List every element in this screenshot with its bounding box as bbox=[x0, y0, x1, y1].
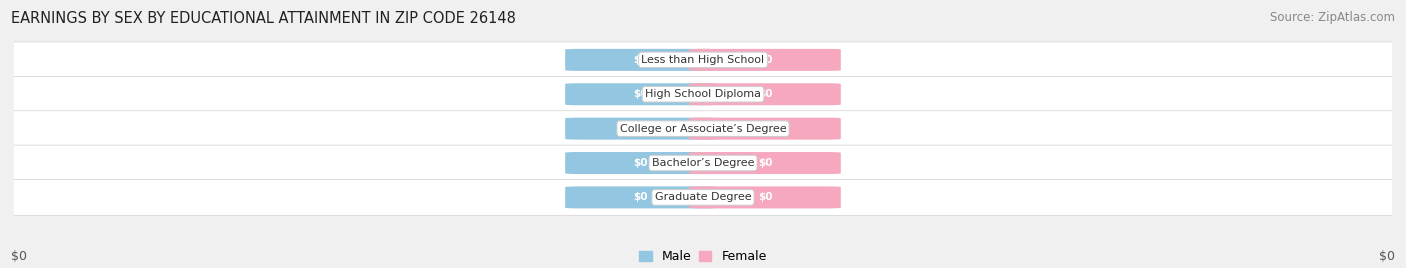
FancyBboxPatch shape bbox=[565, 187, 717, 209]
Text: $0: $0 bbox=[634, 89, 648, 99]
FancyBboxPatch shape bbox=[689, 118, 841, 140]
FancyBboxPatch shape bbox=[565, 49, 717, 71]
FancyBboxPatch shape bbox=[689, 83, 841, 105]
Text: $0: $0 bbox=[758, 192, 772, 202]
Text: $0: $0 bbox=[634, 158, 648, 168]
Legend: Male, Female: Male, Female bbox=[634, 245, 772, 268]
FancyBboxPatch shape bbox=[0, 76, 1406, 112]
FancyBboxPatch shape bbox=[0, 111, 1406, 147]
Text: Less than High School: Less than High School bbox=[641, 55, 765, 65]
FancyBboxPatch shape bbox=[0, 145, 1406, 181]
FancyBboxPatch shape bbox=[689, 187, 841, 209]
Text: $0: $0 bbox=[1379, 250, 1395, 263]
Text: EARNINGS BY SEX BY EDUCATIONAL ATTAINMENT IN ZIP CODE 26148: EARNINGS BY SEX BY EDUCATIONAL ATTAINMEN… bbox=[11, 11, 516, 26]
FancyBboxPatch shape bbox=[565, 152, 717, 174]
Text: High School Diploma: High School Diploma bbox=[645, 89, 761, 99]
FancyBboxPatch shape bbox=[565, 83, 717, 105]
Text: $0: $0 bbox=[758, 158, 772, 168]
Text: $0: $0 bbox=[758, 89, 772, 99]
Text: $0: $0 bbox=[634, 192, 648, 202]
Text: $0: $0 bbox=[11, 250, 27, 263]
Text: $0: $0 bbox=[634, 124, 648, 134]
FancyBboxPatch shape bbox=[0, 180, 1406, 215]
FancyBboxPatch shape bbox=[565, 118, 717, 140]
Text: Graduate Degree: Graduate Degree bbox=[655, 192, 751, 202]
Text: $0: $0 bbox=[634, 55, 648, 65]
Text: Bachelor’s Degree: Bachelor’s Degree bbox=[652, 158, 754, 168]
Text: $0: $0 bbox=[758, 55, 772, 65]
Text: $0: $0 bbox=[758, 124, 772, 134]
FancyBboxPatch shape bbox=[689, 49, 841, 71]
Text: Source: ZipAtlas.com: Source: ZipAtlas.com bbox=[1270, 11, 1395, 24]
FancyBboxPatch shape bbox=[689, 152, 841, 174]
FancyBboxPatch shape bbox=[0, 42, 1406, 78]
Text: College or Associate’s Degree: College or Associate’s Degree bbox=[620, 124, 786, 134]
